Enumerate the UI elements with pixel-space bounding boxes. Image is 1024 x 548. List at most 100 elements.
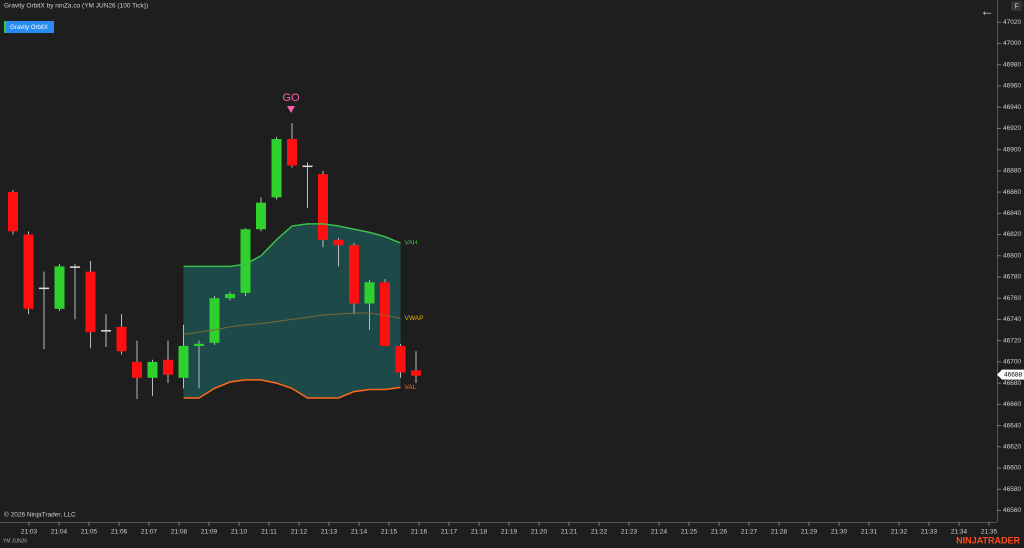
y-tick-label: 46720 xyxy=(1003,337,1021,344)
signal-label: GO xyxy=(282,92,300,104)
x-tick-label: 21:32 xyxy=(891,529,908,536)
y-tick-label: 46640 xyxy=(1003,422,1021,429)
x-tick-label: 21:04 xyxy=(51,529,68,536)
x-tick-label: 21:22 xyxy=(591,529,608,536)
candle-body xyxy=(333,239,344,246)
candle-body xyxy=(287,139,297,166)
candle-body xyxy=(39,287,49,290)
indicator-button-accent xyxy=(4,21,6,33)
candle-body xyxy=(318,174,328,240)
y-tick-label: 46860 xyxy=(1003,189,1021,196)
y-tick-label: 46600 xyxy=(1003,465,1021,472)
candle-body xyxy=(395,345,406,373)
candle-body xyxy=(101,330,111,332)
y-tick-label: 47020 xyxy=(1003,19,1021,26)
candle-body xyxy=(116,326,127,352)
x-tick-label: 21:25 xyxy=(681,529,698,536)
x-tick-label: 21:28 xyxy=(771,529,788,536)
x-tick-label: 21:03 xyxy=(21,529,38,536)
panel-button[interactable] xyxy=(1011,1,1022,11)
candle-body xyxy=(271,139,282,198)
y-tick-label: 46900 xyxy=(1003,146,1021,153)
y-tick-label: 46800 xyxy=(1003,252,1021,259)
candle-body xyxy=(302,165,313,168)
y-tick-label: 46840 xyxy=(1003,210,1021,217)
x-tick-label: 21:15 xyxy=(381,529,398,536)
candle-body xyxy=(411,370,421,376)
x-tick-label: 21:06 xyxy=(111,529,128,536)
y-tick-label: 46620 xyxy=(1003,443,1021,450)
current-price-marker xyxy=(997,369,1024,380)
candle-body xyxy=(256,202,266,230)
candle-body xyxy=(194,343,204,346)
candle-body xyxy=(163,359,173,375)
x-tick-label: 21:34 xyxy=(951,529,968,536)
x-tick-label: 21:21 xyxy=(561,529,578,536)
y-tick-label: 46980 xyxy=(1003,61,1021,68)
signal-marker xyxy=(287,106,295,113)
x-tick-label: 21:20 xyxy=(531,529,548,536)
current-price-label: 46688 xyxy=(1004,371,1022,378)
candle-body xyxy=(178,345,189,378)
x-tick-label: 21:08 xyxy=(171,529,188,536)
x-tick-label: 21:16 xyxy=(411,529,428,536)
x-tick-label: 21:31 xyxy=(861,529,878,536)
y-tick-label: 46680 xyxy=(1003,380,1021,387)
candle-body xyxy=(132,361,142,378)
instrument-label: YM JUN26 xyxy=(3,538,27,544)
series-line xyxy=(183,312,401,335)
y-tick-label: 46920 xyxy=(1003,125,1021,132)
x-tick-label: 21:07 xyxy=(141,529,158,536)
x-tick-label: 21:19 xyxy=(501,529,518,536)
x-tick-label: 21:23 xyxy=(621,529,638,536)
y-tick-label: 47000 xyxy=(1003,40,1021,47)
x-tick-label: 21:05 xyxy=(81,529,98,536)
series-line xyxy=(183,223,401,268)
candle-body xyxy=(8,192,18,232)
value-area xyxy=(183,223,401,398)
x-tick-label: 21:11 xyxy=(261,529,277,536)
x-tick-label: 21:26 xyxy=(711,529,728,536)
x-tick-label: 21:24 xyxy=(651,529,668,536)
indicator-button-label: Gravity OrbitX xyxy=(10,25,48,31)
series-label: VAH xyxy=(405,240,418,247)
indicator-button[interactable] xyxy=(4,21,54,33)
x-tick-label: 21:29 xyxy=(801,529,818,536)
y-tick-label: 46820 xyxy=(1003,231,1021,238)
brand: NINJATRADER xyxy=(956,535,1020,545)
x-tick-label: 21:13 xyxy=(321,529,338,536)
candle-body xyxy=(70,266,80,268)
x-tick-label: 21:09 xyxy=(201,529,218,536)
series-line xyxy=(183,379,401,399)
candle-body xyxy=(85,271,96,333)
y-tick-label: 46880 xyxy=(1003,168,1021,175)
x-tick-label: 21:33 xyxy=(921,529,938,536)
y-tick-label: 46580 xyxy=(1003,486,1021,493)
y-tick-label: 46700 xyxy=(1003,359,1021,366)
candle-body xyxy=(364,282,375,304)
series-label: VAL xyxy=(405,384,417,391)
candle-body xyxy=(349,245,359,304)
x-tick-label: 21:18 xyxy=(471,529,488,536)
copyright: © 2026 NinjaTrader, LLC xyxy=(4,511,76,519)
candle-body xyxy=(225,293,235,299)
candle-body xyxy=(147,361,158,378)
panel-letter: F xyxy=(1014,3,1018,10)
y-tick-label: 46560 xyxy=(1003,507,1021,514)
candle-body xyxy=(209,298,220,343)
y-tick-label: 46760 xyxy=(1003,295,1021,302)
y-tick-label: 46740 xyxy=(1003,316,1021,323)
candle-body xyxy=(54,266,65,309)
x-tick-label: 21:10 xyxy=(231,529,248,536)
candle-body xyxy=(23,234,34,309)
x-tick-label: 21:17 xyxy=(441,529,458,536)
y-tick-label: 46660 xyxy=(1003,401,1021,408)
candle-body xyxy=(240,229,251,293)
x-tick-label: 21:35 xyxy=(981,529,998,536)
y-tick-label: 46940 xyxy=(1003,104,1021,111)
x-tick-label: 21:14 xyxy=(351,529,368,536)
back-button[interactable]: ← xyxy=(980,3,994,19)
y-tick-label: 46960 xyxy=(1003,83,1021,90)
